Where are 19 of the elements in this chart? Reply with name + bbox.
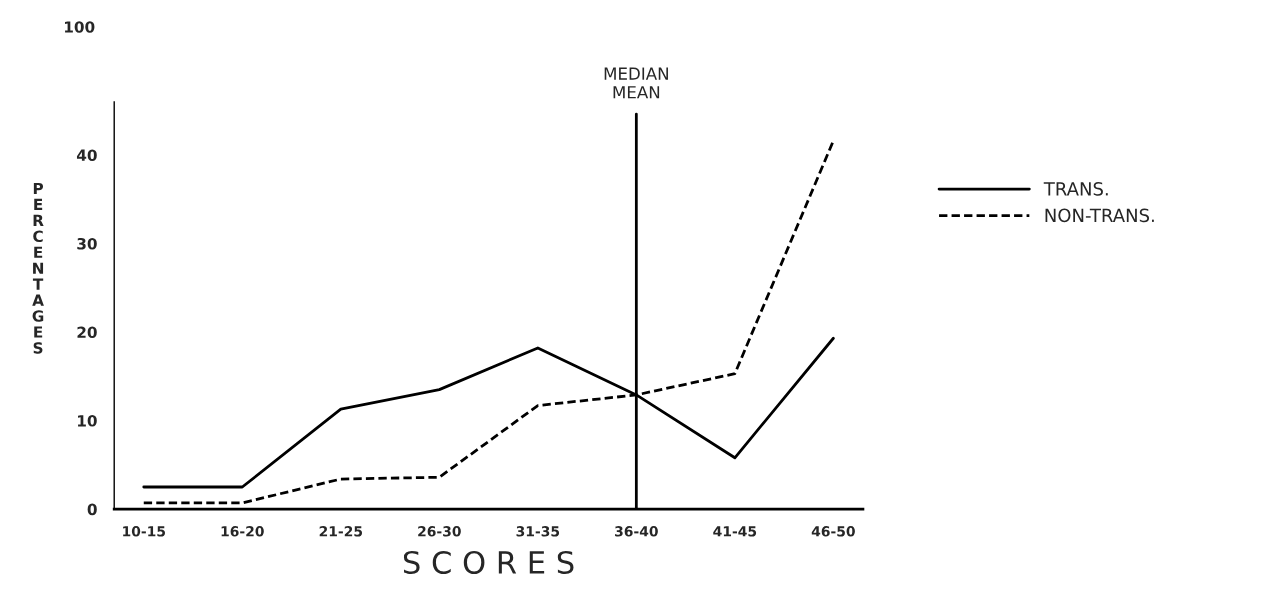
y-tick-label: 0	[87, 503, 97, 516]
x-tick-label: 46-50	[811, 526, 855, 537]
y-tick-label: 20	[77, 326, 97, 339]
x-tick-label: 21-25	[319, 526, 363, 537]
x-tick-label: 41-45	[713, 526, 757, 537]
y-tick-label: 40	[76, 149, 97, 161]
x-tick-label: 16-20	[221, 526, 264, 537]
x-tick-label: 10-15	[123, 526, 165, 537]
y-tick-label: 10	[78, 415, 97, 427]
x-tick-label: 26-30	[418, 526, 461, 537]
x-axis-title: S C O R E S	[403, 550, 574, 575]
x-tick-label: 31-35	[516, 526, 560, 537]
ref-line-label: MEDIAN MEAN	[604, 67, 668, 99]
text: 100	[65, 21, 95, 33]
legend-label: TRANS.	[1043, 181, 1108, 196]
text: PERCENTAGES	[32, 182, 44, 354]
y-tick-label: 30	[77, 237, 97, 250]
legend-label: NON-TRANS.	[1045, 208, 1154, 223]
x-tick-label: 36-40	[615, 526, 658, 537]
